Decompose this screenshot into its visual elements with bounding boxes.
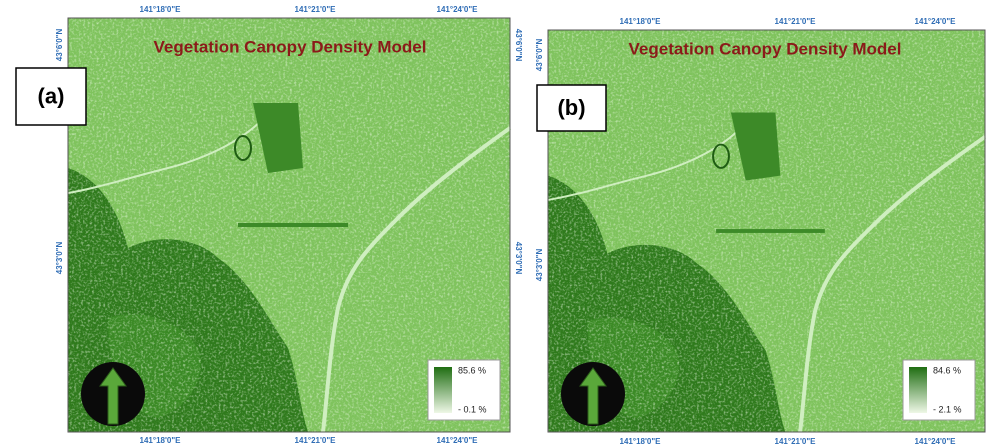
bottom-coordinate: 141°24'0"E	[915, 437, 957, 446]
top-coordinate: 141°21'0"E	[295, 5, 337, 14]
legend-min: - 2.1 %	[933, 404, 962, 414]
top-coordinate: 141°21'0"E	[775, 17, 817, 26]
right-coordinate: 43°6'0"N	[514, 29, 523, 62]
map-panel: 141°18'0"E 141°21'0"E 141°24'0"E 141°18'0"E…	[16, 5, 523, 445]
right-coordinate: 43°3'0"N	[514, 242, 523, 275]
bottom-coordinate: 141°21'0"E	[775, 437, 817, 446]
legend-min: - 0.1 %	[458, 404, 487, 414]
left-coordinate: 43°3'0"N	[55, 242, 64, 275]
page: 141°18'0"E 141°21'0"E 141°24'0"E 141°18'0"E…	[0, 0, 987, 448]
left-coordinate: 43°6'0"N	[55, 29, 64, 62]
bottom-coordinate: 141°24'0"E	[437, 436, 479, 445]
park	[716, 229, 825, 233]
panel-label: (b)	[557, 95, 585, 120]
top-coordinate: 141°24'0"E	[437, 5, 479, 14]
left-coordinate: 43°6'0"N	[535, 39, 544, 72]
top-coordinate: 141°24'0"E	[915, 17, 957, 26]
left-coordinate: 43°3'0"N	[535, 249, 544, 282]
map-title: Vegetation Canopy Density Model	[629, 39, 902, 58]
legend-max: 85.6 %	[458, 365, 486, 375]
bottom-coordinate: 141°21'0"E	[295, 436, 337, 445]
legend-max: 84.6 %	[933, 365, 961, 375]
map-title: Vegetation Canopy Density Model	[154, 37, 427, 56]
bottom-coordinate: 141°18'0"E	[620, 437, 662, 446]
legend-ramp	[434, 367, 452, 413]
map-panel: 141°18'0"E 141°21'0"E 141°24'0"E 141°18'0"E…	[535, 17, 985, 446]
top-coordinate: 141°18'0"E	[140, 5, 182, 14]
park	[238, 223, 348, 227]
legend-ramp	[909, 367, 927, 413]
bottom-coordinate: 141°18'0"E	[140, 436, 182, 445]
top-coordinate: 141°18'0"E	[620, 17, 662, 26]
panel-label: (a)	[38, 83, 65, 108]
